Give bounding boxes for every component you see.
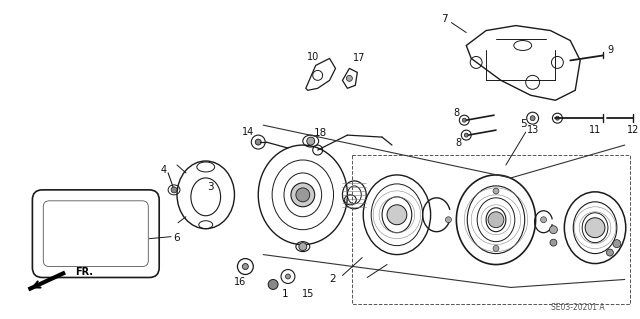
Circle shape [268, 279, 278, 289]
Circle shape [445, 217, 451, 223]
Circle shape [550, 226, 557, 234]
Circle shape [493, 245, 499, 251]
Circle shape [493, 188, 499, 194]
Circle shape [488, 212, 504, 228]
Text: 8: 8 [455, 138, 461, 148]
Circle shape [296, 188, 310, 202]
Text: 18: 18 [314, 128, 327, 138]
Circle shape [541, 217, 547, 223]
Text: 3: 3 [207, 182, 214, 192]
Circle shape [299, 243, 307, 251]
Circle shape [607, 249, 613, 256]
Text: 4: 4 [160, 165, 166, 175]
Circle shape [462, 118, 467, 122]
Text: FR.: FR. [75, 266, 93, 277]
Circle shape [464, 133, 468, 137]
Circle shape [613, 240, 621, 248]
Text: 8: 8 [453, 108, 460, 118]
Text: 16: 16 [234, 278, 246, 287]
Circle shape [307, 137, 315, 145]
Circle shape [171, 187, 177, 193]
Text: 15: 15 [301, 289, 314, 300]
Circle shape [530, 116, 535, 121]
Text: 10: 10 [307, 52, 319, 63]
Text: 1: 1 [282, 289, 288, 300]
Text: 6: 6 [173, 233, 180, 243]
Circle shape [585, 218, 605, 238]
Text: 17: 17 [353, 54, 365, 63]
Text: 9: 9 [608, 46, 614, 56]
Text: SE03-20201 A: SE03-20201 A [551, 303, 605, 312]
Circle shape [285, 274, 291, 279]
Circle shape [291, 183, 315, 207]
Circle shape [556, 116, 559, 120]
Circle shape [243, 263, 248, 270]
Text: 12: 12 [627, 125, 639, 135]
Text: 14: 14 [242, 127, 255, 137]
Circle shape [255, 139, 261, 145]
Circle shape [387, 205, 407, 225]
Text: 2: 2 [329, 274, 336, 285]
Circle shape [550, 239, 557, 246]
Circle shape [346, 75, 353, 81]
Text: 5: 5 [520, 119, 527, 129]
Text: 7: 7 [441, 14, 448, 24]
Text: 11: 11 [589, 125, 601, 135]
Text: 13: 13 [527, 125, 539, 135]
